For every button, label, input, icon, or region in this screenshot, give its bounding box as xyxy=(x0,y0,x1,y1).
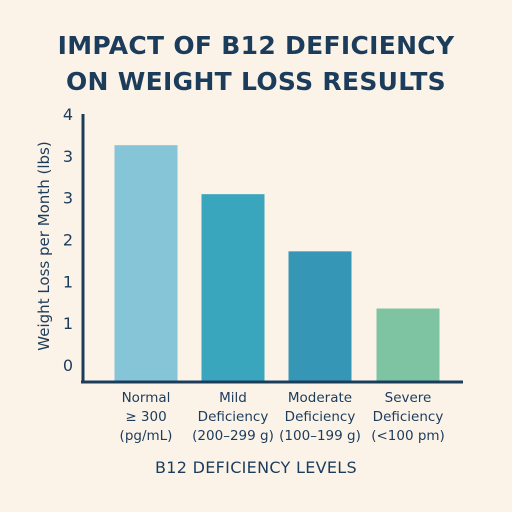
y-tick-label: 1 xyxy=(63,314,73,333)
bar xyxy=(114,145,178,382)
y-tick-label: 2 xyxy=(63,231,73,250)
y-tick-label: 3 xyxy=(63,189,73,208)
chart-title-line-1: IMPACT OF B12 DEFICIENCY xyxy=(57,31,455,60)
y-tick-label: 0 xyxy=(63,356,73,375)
x-axis-label: B12 DEFICIENCY LEVELS xyxy=(155,458,357,477)
y-tick-label: 3 xyxy=(63,147,73,166)
chart-title: IMPACT OF B12 DEFICIENCY ON WEIGHT LOSS … xyxy=(0,28,512,100)
x-tick-label: Mild Deficiency (200–299 g) xyxy=(192,390,274,444)
bar xyxy=(288,251,352,382)
x-tick-label: Moderate Deficiency (100–199 g) xyxy=(279,390,361,444)
x-tick-label: Severe Deficiency (<100 pm) xyxy=(371,390,445,444)
bar xyxy=(376,308,440,382)
chart-title-line-2: ON WEIGHT LOSS RESULTS xyxy=(65,67,446,96)
y-tick-label: 1 xyxy=(63,272,73,291)
bar xyxy=(201,194,265,382)
y-axis-label: Weight Loss per Month (lbs) xyxy=(35,141,53,350)
x-tick-label: Normal ≥ 300 (pg/mL) xyxy=(120,390,173,444)
y-tick-label: 4 xyxy=(63,105,73,124)
